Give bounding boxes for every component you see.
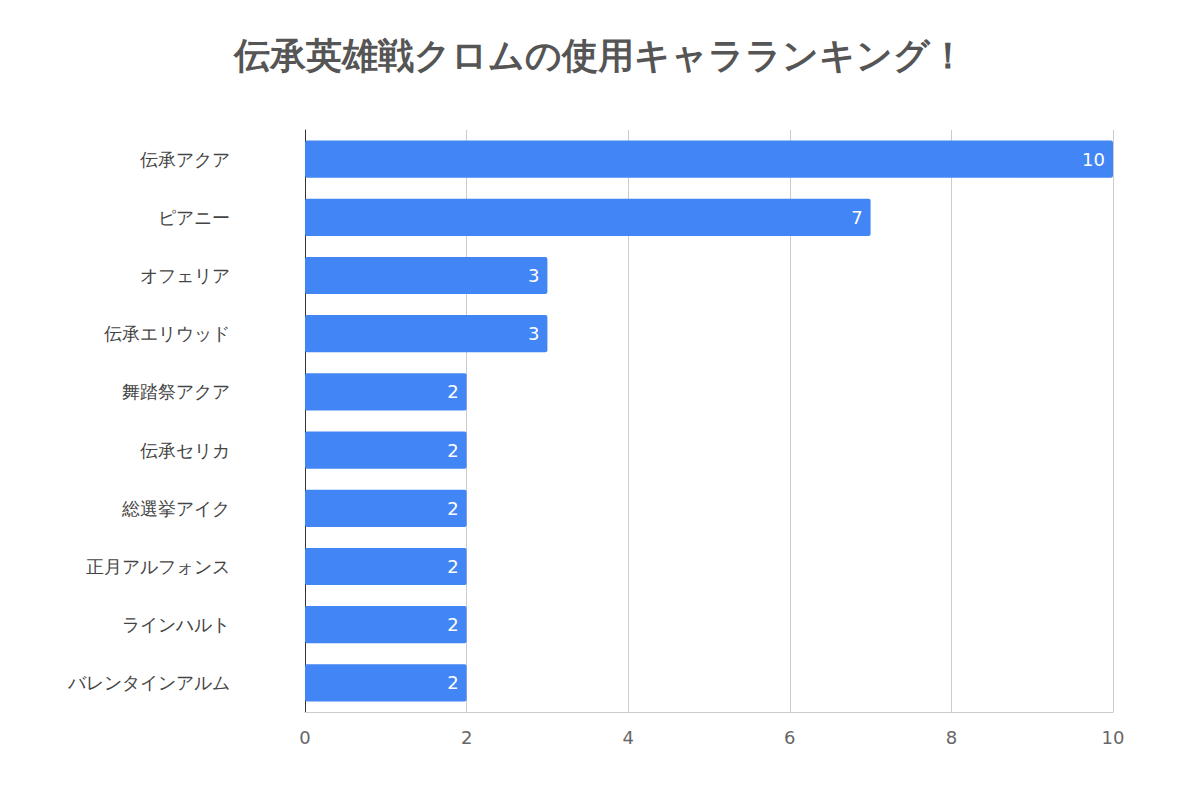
svg-text:伝承エリウッド: 伝承エリウッド [104, 323, 230, 344]
svg-text:オフェリア: オフェリア [140, 265, 230, 286]
svg-text:伝承アクア: 伝承アクア [140, 149, 230, 170]
svg-text:2: 2 [461, 727, 472, 748]
svg-text:2: 2 [447, 672, 458, 693]
svg-text:2: 2 [447, 614, 458, 635]
svg-text:総選挙アイク: 総選挙アイク [121, 498, 230, 519]
svg-text:2: 2 [447, 498, 458, 519]
svg-text:正月アルフォンス: 正月アルフォンス [86, 556, 230, 577]
svg-text:2: 2 [447, 381, 458, 402]
svg-text:伝承セリカ: 伝承セリカ [140, 440, 230, 461]
svg-text:2: 2 [447, 556, 458, 577]
svg-text:ピアニー: ピアニー [158, 207, 230, 228]
svg-text:伝承英雄戦クロムの使用キャラランキング！: 伝承英雄戦クロムの使用キャラランキング！ [232, 35, 966, 76]
svg-text:ラインハルト: ラインハルト [122, 614, 230, 635]
svg-text:4: 4 [622, 727, 633, 748]
svg-text:2: 2 [447, 440, 458, 461]
svg-text:バレンタインアルム: バレンタインアルム [67, 672, 230, 693]
svg-text:3: 3 [528, 323, 539, 344]
svg-text:7: 7 [851, 207, 862, 228]
svg-text:8: 8 [946, 727, 957, 748]
svg-text:3: 3 [528, 265, 539, 286]
svg-text:6: 6 [784, 727, 795, 748]
svg-text:0: 0 [299, 727, 310, 748]
svg-text:10: 10 [1082, 149, 1105, 170]
svg-text:舞踏祭アクア: 舞踏祭アクア [122, 381, 230, 402]
svg-text:10: 10 [1102, 727, 1125, 748]
